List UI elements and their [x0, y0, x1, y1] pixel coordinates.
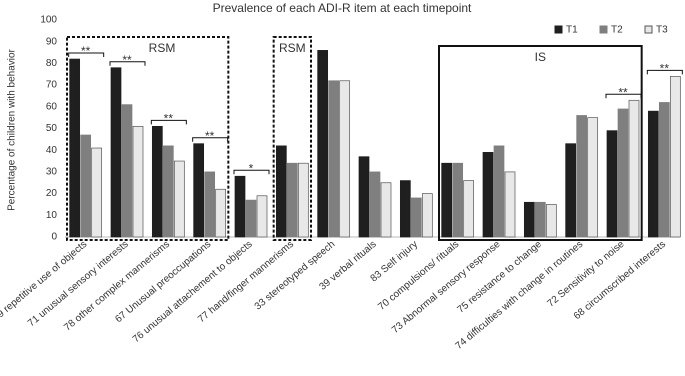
significance-label: **: [164, 112, 174, 126]
bar: [162, 145, 174, 238]
bar: [234, 175, 246, 238]
group-label: RSM: [279, 41, 306, 55]
bar: [151, 125, 163, 238]
legend-swatch: [644, 25, 653, 34]
legend-label: T1: [566, 25, 578, 36]
significance-label: *: [249, 161, 254, 175]
significance-bracket: [150, 119, 187, 125]
significance-bracket: [605, 93, 642, 99]
group-box: [438, 45, 643, 241]
significance-label: **: [122, 53, 132, 67]
bar: [193, 143, 205, 238]
bar: [523, 201, 535, 238]
bar: [297, 162, 309, 238]
bar: [658, 102, 670, 238]
x-tick-label: 33 stereotyped speech: [253, 239, 338, 312]
bar: [504, 171, 516, 238]
y-axis-title: Percentage of children with behavior: [7, 48, 18, 210]
y-tick-label: 50: [46, 123, 58, 134]
bar: [463, 180, 475, 238]
bar: [339, 80, 351, 238]
significance-bracket: [68, 52, 105, 58]
bar: [380, 182, 392, 238]
y-tick-label: 20: [46, 188, 58, 199]
significance-label: **: [81, 44, 91, 58]
y-tick-label: 100: [40, 15, 57, 26]
legend-swatch: [554, 25, 563, 34]
x-tick-label: 70 compulsions/ rituals: [376, 239, 461, 313]
bar: [275, 145, 287, 238]
significance-bracket: [109, 61, 146, 66]
x-tick-label: 72 Sensitivity to noise: [545, 239, 626, 310]
bar: [628, 99, 640, 238]
bar: [482, 152, 494, 238]
bar: [256, 195, 268, 238]
y-tick-label: 90: [46, 36, 58, 47]
bar: [215, 188, 227, 238]
y-tick-label: 30: [46, 167, 58, 178]
bar: [173, 160, 185, 238]
group-label: IS: [535, 50, 546, 64]
bar: [421, 193, 433, 238]
legend-swatch: [599, 25, 608, 34]
bar: [245, 199, 257, 238]
significance-label: **: [618, 85, 628, 99]
group-box: [66, 36, 230, 241]
bar: [669, 76, 681, 238]
chart-title: Prevalence of each ADI-R item at each ti…: [213, 1, 472, 15]
bar: [452, 162, 464, 238]
bar: [493, 145, 505, 238]
bar: [110, 67, 122, 238]
significance-bracket: [233, 169, 270, 175]
significance-bracket: [646, 69, 683, 75]
bar: [647, 110, 659, 238]
bar: [91, 147, 103, 238]
bar: [369, 171, 381, 238]
bar: [317, 50, 329, 238]
bar: [410, 197, 422, 238]
y-tick-label: 70: [46, 80, 58, 91]
bar: [399, 180, 411, 238]
bar: [534, 201, 546, 238]
significance-label: **: [205, 129, 215, 143]
bar: [606, 130, 618, 238]
bar: [545, 204, 557, 238]
bar: [358, 156, 370, 238]
bar: [286, 162, 298, 238]
bar: [441, 162, 453, 238]
legend-label: T3: [656, 25, 668, 36]
significance-bracket: [192, 137, 229, 142]
bar: [80, 134, 92, 238]
bar: [587, 117, 599, 238]
bar: [328, 80, 340, 238]
bar: [576, 115, 588, 238]
group-label: RSM: [149, 41, 176, 55]
y-tick-label: 80: [46, 58, 58, 69]
bar: [204, 171, 216, 238]
y-tick-label: 0: [51, 232, 57, 243]
bar: [132, 125, 144, 238]
bar: [617, 108, 629, 238]
bar: [565, 143, 577, 238]
bar: [121, 104, 133, 238]
bar: [69, 58, 81, 238]
legend-label: T2: [611, 25, 623, 36]
y-tick-label: 60: [46, 101, 58, 112]
significance-label: **: [660, 62, 670, 76]
y-tick-label: 10: [46, 210, 58, 221]
y-tick-label: 40: [46, 145, 58, 156]
